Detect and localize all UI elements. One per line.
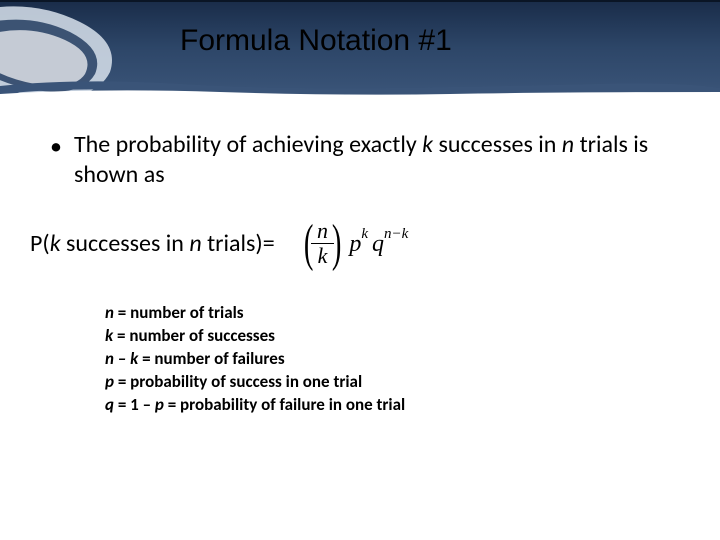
def-text: = number of successes — [113, 325, 275, 346]
header-wave-border — [0, 78, 720, 108]
superscript-nk: n−k — [384, 226, 408, 242]
definition-line: n – k = number of failures — [105, 348, 670, 371]
text-fragment: trials)= — [202, 229, 275, 258]
superscript-k: k — [361, 226, 368, 242]
definitions-block: n = number of trials k = number of succe… — [105, 302, 670, 417]
definition-line: n = number of trials — [105, 302, 670, 325]
def-text: = 1 – — [114, 394, 155, 415]
def-var: n — [105, 302, 114, 323]
slide-content: • The probability of achieving exactly k… — [0, 110, 720, 417]
fraction-denominator: k — [312, 244, 334, 267]
formula-lhs: P(k successes in n trials)= — [30, 229, 275, 258]
def-var: p — [105, 371, 114, 392]
def-var: q — [105, 394, 114, 415]
def-var: p — [155, 394, 164, 415]
bullet-item: • The probability of achieving exactly k… — [50, 130, 670, 190]
text-fragment: successes in — [433, 130, 562, 159]
definition-line: k = number of successes — [105, 325, 670, 348]
slide-title: Formula Notation #1 — [180, 24, 452, 58]
left-paren: ( — [304, 223, 314, 265]
def-text: = number of trials — [114, 302, 244, 323]
var-q: q — [372, 231, 384, 257]
text-fragment: P( — [30, 229, 50, 258]
term-p: pk — [349, 230, 368, 258]
def-text: = number of failures — [138, 348, 284, 369]
right-paren: ) — [332, 223, 342, 265]
term-q: qn−k — [372, 230, 408, 258]
var-k: k — [422, 130, 433, 159]
text-fragment: successes in — [61, 229, 190, 258]
bullet-text: The probability of achieving exactly k s… — [74, 130, 670, 190]
text-fragment: The probability of achieving exactly — [74, 130, 422, 159]
def-text: = probability of failure in one trial — [164, 394, 405, 415]
def-var: n – k — [105, 348, 138, 369]
fraction-numerator: n — [311, 220, 334, 244]
definition-line: p = probability of success in one trial — [105, 371, 670, 394]
var-n: n — [562, 130, 574, 159]
var-n: n — [189, 229, 201, 258]
var-p: p — [349, 231, 361, 257]
bullet-marker: • — [50, 132, 62, 162]
var-k: k — [50, 229, 61, 258]
formula-row: P(k successes in n trials)= ( n k ) pk q… — [30, 220, 670, 267]
binomial-fraction: n k — [311, 220, 334, 267]
def-text: = probability of success in one trial — [114, 371, 362, 392]
definition-line: q = 1 – p = probability of failure in on… — [105, 394, 670, 417]
def-var: k — [105, 325, 113, 346]
formula-rhs: ( n k ) pk qn−k — [300, 220, 409, 267]
